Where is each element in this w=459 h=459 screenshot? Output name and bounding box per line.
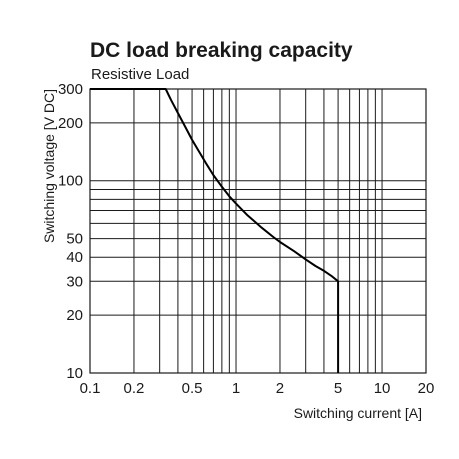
x-tick-label: 0.1 bbox=[80, 380, 101, 397]
x-tick-label: 0.2 bbox=[124, 380, 145, 397]
x-tick-labels: 0.1 0.2 0.5 1 2 5 10 20 bbox=[80, 380, 435, 397]
x-axis-label: Switching current [A] bbox=[294, 405, 422, 421]
series-line bbox=[90, 88, 340, 373]
chart-title: DC load breaking capacity bbox=[90, 39, 353, 62]
x-tick-label: 0.5 bbox=[182, 380, 203, 397]
y-tick-label: 30 bbox=[66, 273, 83, 290]
chart-subtitle: Resistive Load bbox=[91, 66, 189, 83]
y-tick-label: 100 bbox=[58, 173, 83, 190]
y-tick-label: 200 bbox=[58, 115, 83, 132]
x-tick-label: 2 bbox=[276, 380, 284, 397]
y-tick-label: 50 bbox=[66, 231, 83, 248]
y-tick-label: 20 bbox=[66, 307, 83, 324]
series-layer bbox=[90, 88, 340, 373]
x-tick-label: 10 bbox=[374, 380, 391, 397]
x-tick-label: 1 bbox=[232, 380, 240, 397]
plot-frame bbox=[89, 88, 427, 374]
y-tick-label: 40 bbox=[66, 249, 83, 266]
x-tick-label: 5 bbox=[334, 380, 342, 397]
y-tick-label: 300 bbox=[58, 81, 83, 98]
y-axis-label: Switching voltage [V DC] bbox=[41, 89, 57, 243]
grid bbox=[90, 89, 426, 373]
x-tick-label: 20 bbox=[418, 380, 435, 397]
y-tick-label: 10 bbox=[66, 365, 83, 382]
